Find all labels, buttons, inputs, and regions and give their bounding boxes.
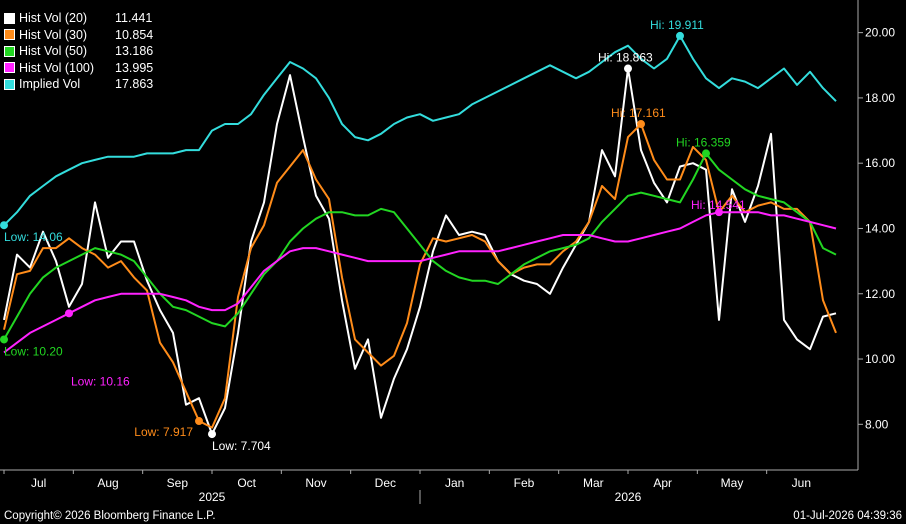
- annotation-label: Low: 10.16: [71, 374, 130, 388]
- y-tick-label: 18.00: [865, 91, 895, 105]
- y-tick-label: 16.00: [865, 156, 895, 170]
- x-tick-label: Jan: [445, 476, 464, 490]
- series-line-implied-vol: [3, 34, 837, 226]
- x-tick-label: Oct: [237, 476, 256, 490]
- legend-value: 11.441: [115, 11, 153, 25]
- x-tick-label: Aug: [97, 476, 118, 490]
- series-line-hist-vol-100: [3, 211, 837, 354]
- legend-swatch: [4, 45, 15, 57]
- legend-item[interactable]: Hist Vol (50) 13.186: [4, 43, 153, 60]
- x-tick-label: Jul: [31, 476, 46, 490]
- annotation-label: Hi: 17.161: [611, 106, 666, 120]
- year-label: 2026: [615, 490, 642, 504]
- legend-label: Implied Vol: [19, 77, 81, 91]
- legend-swatch: [4, 29, 15, 41]
- legend-value: 17.863: [115, 77, 154, 91]
- annotation-marker: [715, 208, 723, 217]
- x-tick-label: Mar: [583, 476, 604, 490]
- annotation-label: Low: 7.917: [134, 425, 193, 439]
- year-label: 2025: [199, 490, 226, 504]
- annotation-label: Low: 14.06: [4, 230, 63, 244]
- x-tick-label: Dec: [375, 476, 396, 490]
- x-tick-label: Nov: [305, 476, 326, 490]
- legend-item[interactable]: Hist Vol (30) 10.854: [4, 27, 153, 44]
- legend: Hist Vol (20) 11.441 Hist Vol (30) 10.854 …: [4, 10, 153, 93]
- legend-value: 10.854: [115, 27, 154, 42]
- annotation-label: Hi: 16.359: [676, 135, 731, 149]
- series-line-hist-vol-20: [3, 67, 837, 436]
- annotation-marker: [624, 64, 632, 73]
- copyright-text: Copyright© 2026 Bloomberg Finance L.P.: [4, 510, 216, 522]
- y-tick-label: 20.00: [865, 26, 895, 40]
- annotation-marker: [0, 335, 8, 344]
- legend-swatch: [4, 12, 15, 24]
- legend-label: Hist Vol (30): [19, 27, 88, 42]
- annotation-marker: [195, 417, 203, 426]
- annotation-marker: [0, 221, 8, 230]
- annotation-marker: [702, 149, 710, 158]
- x-tick-label: Jun: [792, 476, 811, 490]
- legend-swatch: [4, 62, 15, 74]
- annotation-label: Low: 10.20: [4, 344, 63, 358]
- x-tick-label: Apr: [653, 476, 672, 490]
- annotation-marker: [65, 309, 73, 318]
- y-tick-label: 8.00: [865, 417, 889, 431]
- legend-label: Hist Vol (50): [19, 44, 88, 58]
- y-tick-label: 10.00: [865, 352, 895, 366]
- legend-item[interactable]: Implied Vol 17.863: [4, 76, 153, 93]
- annotation-marker: [208, 430, 216, 439]
- y-tick-label: 12.00: [865, 287, 895, 301]
- x-tick-label: Sep: [167, 476, 189, 490]
- legend-value: 13.186: [115, 44, 154, 58]
- series-line-hist-vol-30: [3, 123, 837, 429]
- legend-label: Hist Vol (20): [19, 11, 88, 25]
- annotation-marker: [676, 31, 684, 40]
- legend-item[interactable]: Hist Vol (100) 13.995: [4, 60, 153, 77]
- annotation-label: Low: 7.704: [212, 439, 271, 453]
- annotation-label: Hi: 19.911: [650, 18, 704, 32]
- annotation-label: Hi: 14.541: [691, 198, 746, 212]
- annotation-marker: [637, 120, 645, 129]
- legend-value: 13.995: [115, 60, 154, 75]
- x-tick-label: Feb: [514, 476, 535, 490]
- timestamp-text: 01-Jul-2026 04:39:36: [793, 510, 902, 522]
- legend-item[interactable]: Hist Vol (20) 11.441: [4, 10, 153, 27]
- legend-label: Hist Vol (100): [19, 60, 95, 75]
- legend-swatch: [4, 78, 15, 90]
- annotation-label: Hi: 18.863: [598, 51, 653, 65]
- series-line-hist-vol-50: [3, 152, 837, 340]
- y-tick-label: 14.00: [865, 221, 895, 235]
- x-tick-label: May: [721, 476, 744, 490]
